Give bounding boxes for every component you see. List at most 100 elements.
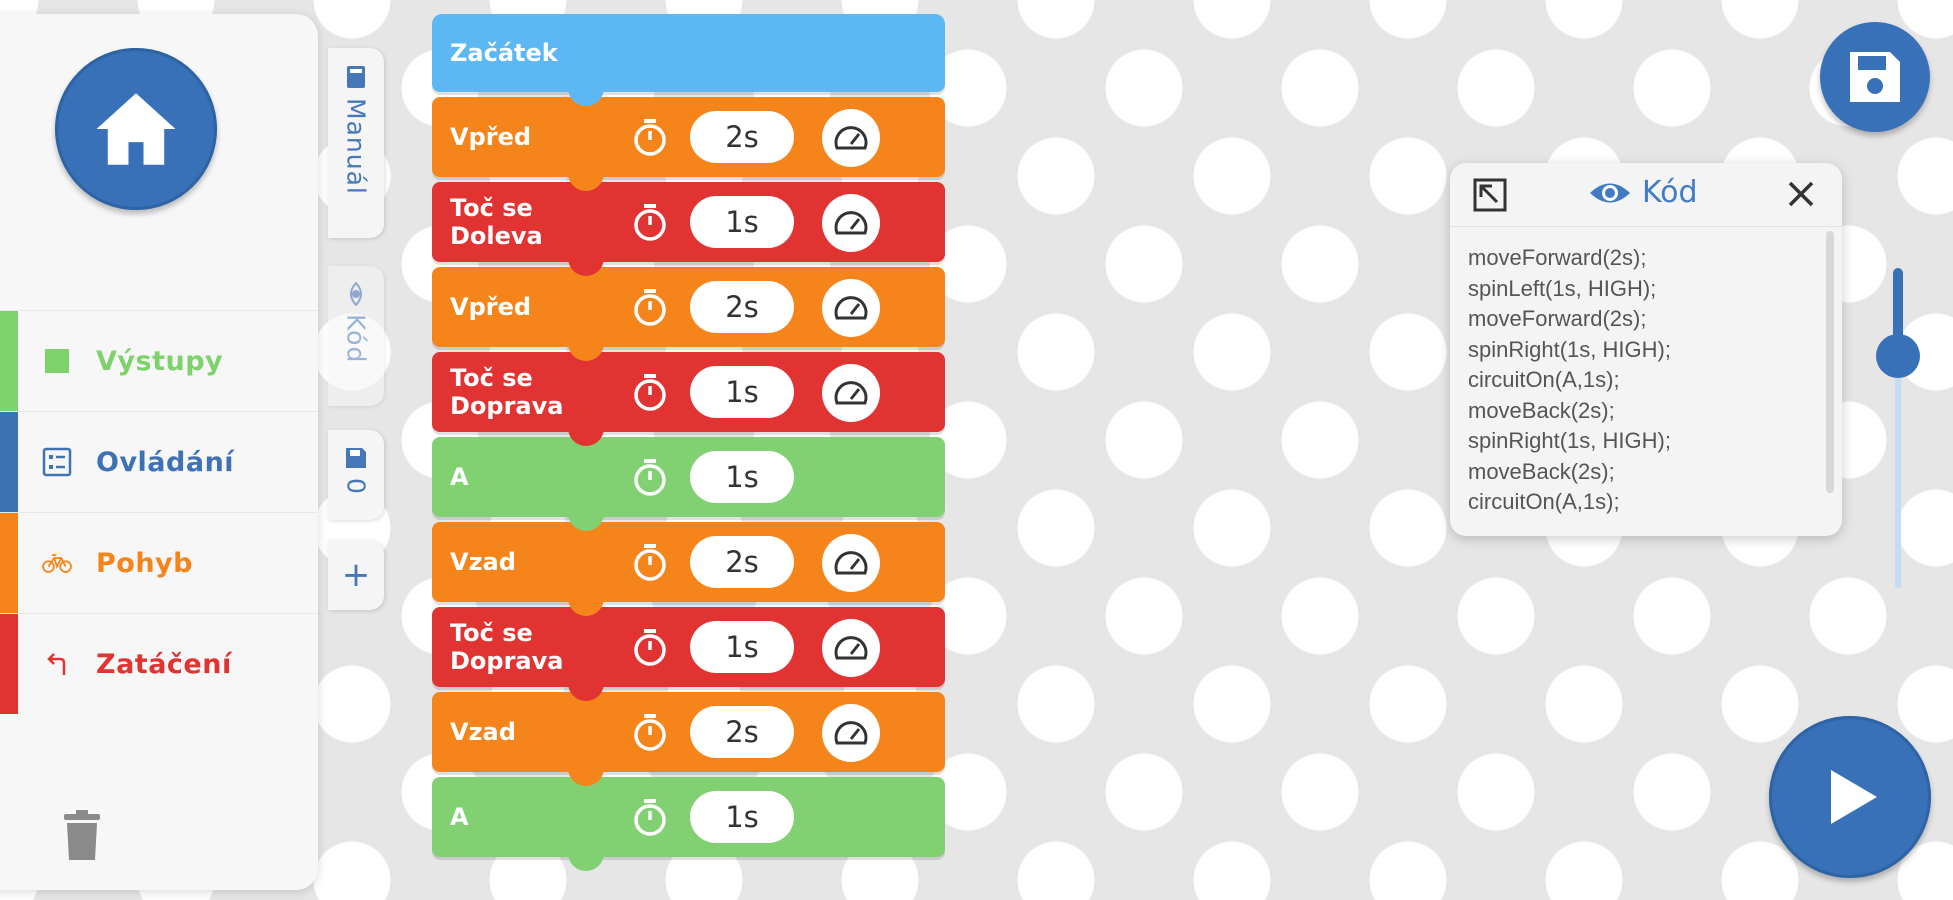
speed-button[interactable]	[822, 109, 880, 167]
code-line: circuitOn(A,1s);	[1468, 489, 1620, 514]
slider-thumb[interactable]	[1876, 334, 1920, 378]
tab-label: 0	[341, 478, 371, 495]
tab-manual[interactable]: Manuál	[328, 48, 384, 238]
floppy-icon	[1850, 52, 1900, 102]
timer-icon	[634, 544, 666, 581]
eye-icon	[1590, 183, 1630, 202]
add-icon: +	[341, 555, 371, 595]
tab-saved-programs[interactable]: 0	[328, 430, 384, 520]
code-panel-header: Kód	[1450, 163, 1842, 227]
category-color-bar	[0, 412, 18, 512]
speedometer-icon	[834, 296, 868, 320]
timer-icon	[634, 799, 666, 836]
block-move-back[interactable]: Vzad 2s	[432, 692, 945, 786]
bicycle-icon	[42, 548, 72, 578]
home-icon	[96, 93, 176, 165]
expand-icon[interactable]	[1472, 177, 1508, 213]
code-listing: moveForward(2s); spinLeft(1s, HIGH); mov…	[1468, 243, 1820, 524]
duration-input[interactable]: 2s	[690, 111, 794, 163]
block-spin-right[interactable]: Toč se Doprava 1s	[432, 352, 945, 446]
timer-icon	[634, 629, 666, 666]
duration-input[interactable]: 2s	[690, 536, 794, 588]
zoom-slider[interactable]	[1876, 268, 1920, 588]
timer-icon	[634, 289, 666, 326]
code-line: moveForward(2s);	[1468, 245, 1647, 270]
duration-input[interactable]: 2s	[690, 281, 794, 333]
code-panel-title-text: Kód	[1642, 175, 1698, 210]
category-list: Výstupy Ovládání Pohyb	[0, 310, 318, 714]
speedometer-icon	[834, 126, 868, 150]
home-button[interactable]	[55, 48, 217, 210]
category-label: Zatáčení	[96, 648, 232, 680]
category-label: Výstupy	[96, 345, 224, 377]
block-label: Toč se Doleva	[450, 194, 543, 250]
code-scrollbar[interactable]	[1826, 231, 1834, 493]
speed-button[interactable]	[822, 279, 880, 337]
square-icon	[42, 346, 72, 376]
code-line: moveBack(2s);	[1468, 397, 1615, 423]
code-panel-title: Kód	[1588, 175, 1698, 210]
category-turning[interactable]: Zatáčení	[0, 613, 318, 714]
speed-button[interactable]	[822, 194, 880, 252]
book-icon	[347, 66, 365, 88]
slider-track-filled	[1893, 268, 1903, 358]
timer-icon	[634, 119, 666, 156]
duration-input[interactable]: 1s	[690, 621, 794, 673]
block-label: A	[450, 803, 469, 831]
turn-icon	[42, 649, 72, 679]
category-control[interactable]: Ovládání	[0, 411, 318, 512]
duration-input[interactable]: 1s	[690, 196, 794, 248]
trash-icon[interactable]	[62, 810, 102, 862]
block-spin-right[interactable]: Toč se Doprava 1s	[432, 607, 945, 701]
block-label: Vzad	[450, 548, 516, 576]
category-outputs[interactable]: Výstupy	[0, 310, 318, 411]
block-move-back[interactable]: Vzad 2s	[432, 522, 945, 616]
block-label: Toč se Doprava	[450, 619, 564, 675]
duration-input[interactable]: 2s	[690, 706, 794, 758]
save-button[interactable]	[1820, 22, 1930, 132]
timer-icon	[634, 374, 666, 411]
eye-icon	[350, 282, 362, 306]
code-line: spinLeft(1s, HIGH);	[1468, 275, 1657, 301]
timer-icon	[634, 204, 666, 241]
category-movement[interactable]: Pohyb	[0, 512, 318, 613]
code-preview-panel: Kód moveForward(2s); spinLeft(1s, HIGH);…	[1450, 163, 1842, 536]
close-icon[interactable]	[1786, 179, 1816, 209]
duration-input[interactable]: 1s	[690, 791, 794, 843]
tab-label: Manuál	[341, 98, 371, 195]
category-label: Pohyb	[96, 547, 193, 579]
floppy-icon	[346, 448, 366, 468]
category-color-bar	[0, 311, 18, 411]
block-label: Vpřed	[450, 123, 532, 151]
code-line: circuitOn(A,1s);	[1468, 367, 1620, 392]
tab-code[interactable]: Kód	[328, 266, 384, 406]
speed-button[interactable]	[822, 534, 880, 592]
code-line: spinRight(1s, HIGH);	[1468, 336, 1671, 362]
speedometer-icon	[834, 211, 868, 235]
duration-input[interactable]: 1s	[690, 366, 794, 418]
block-label: Začátek	[450, 39, 558, 67]
duration-input[interactable]: 1s	[690, 451, 794, 503]
category-label: Ovládání	[96, 446, 235, 478]
block-start[interactable]: Začátek	[432, 14, 945, 106]
speed-button[interactable]	[822, 704, 880, 762]
block-output-a[interactable]: A 1s	[432, 777, 945, 871]
run-program-button[interactable]	[1769, 716, 1931, 878]
block-move-forward[interactable]: Vpřed 2s	[432, 267, 945, 361]
block-move-forward[interactable]: Vpřed 2s	[432, 97, 945, 191]
slider-track	[1895, 358, 1901, 588]
block-label: Vzad	[450, 718, 516, 746]
tab-add[interactable]: +	[328, 540, 384, 610]
speedometer-icon	[834, 636, 868, 660]
category-panel: Výstupy Ovládání Pohyb	[0, 14, 318, 890]
code-line: moveForward(2s);	[1468, 306, 1647, 331]
speedometer-icon	[834, 381, 868, 405]
speed-button[interactable]	[822, 364, 880, 422]
category-color-bar	[0, 513, 18, 613]
category-color-bar	[0, 614, 18, 714]
block-spin-left[interactable]: Toč se Doleva 1s	[432, 182, 945, 276]
speed-button[interactable]	[822, 619, 880, 677]
block-output-a[interactable]: A 1s	[432, 437, 945, 531]
program-block-stack: Začátek Vpřed 2s Toč se Doleva 1s Vpřed …	[432, 14, 945, 871]
play-icon	[1831, 770, 1877, 824]
